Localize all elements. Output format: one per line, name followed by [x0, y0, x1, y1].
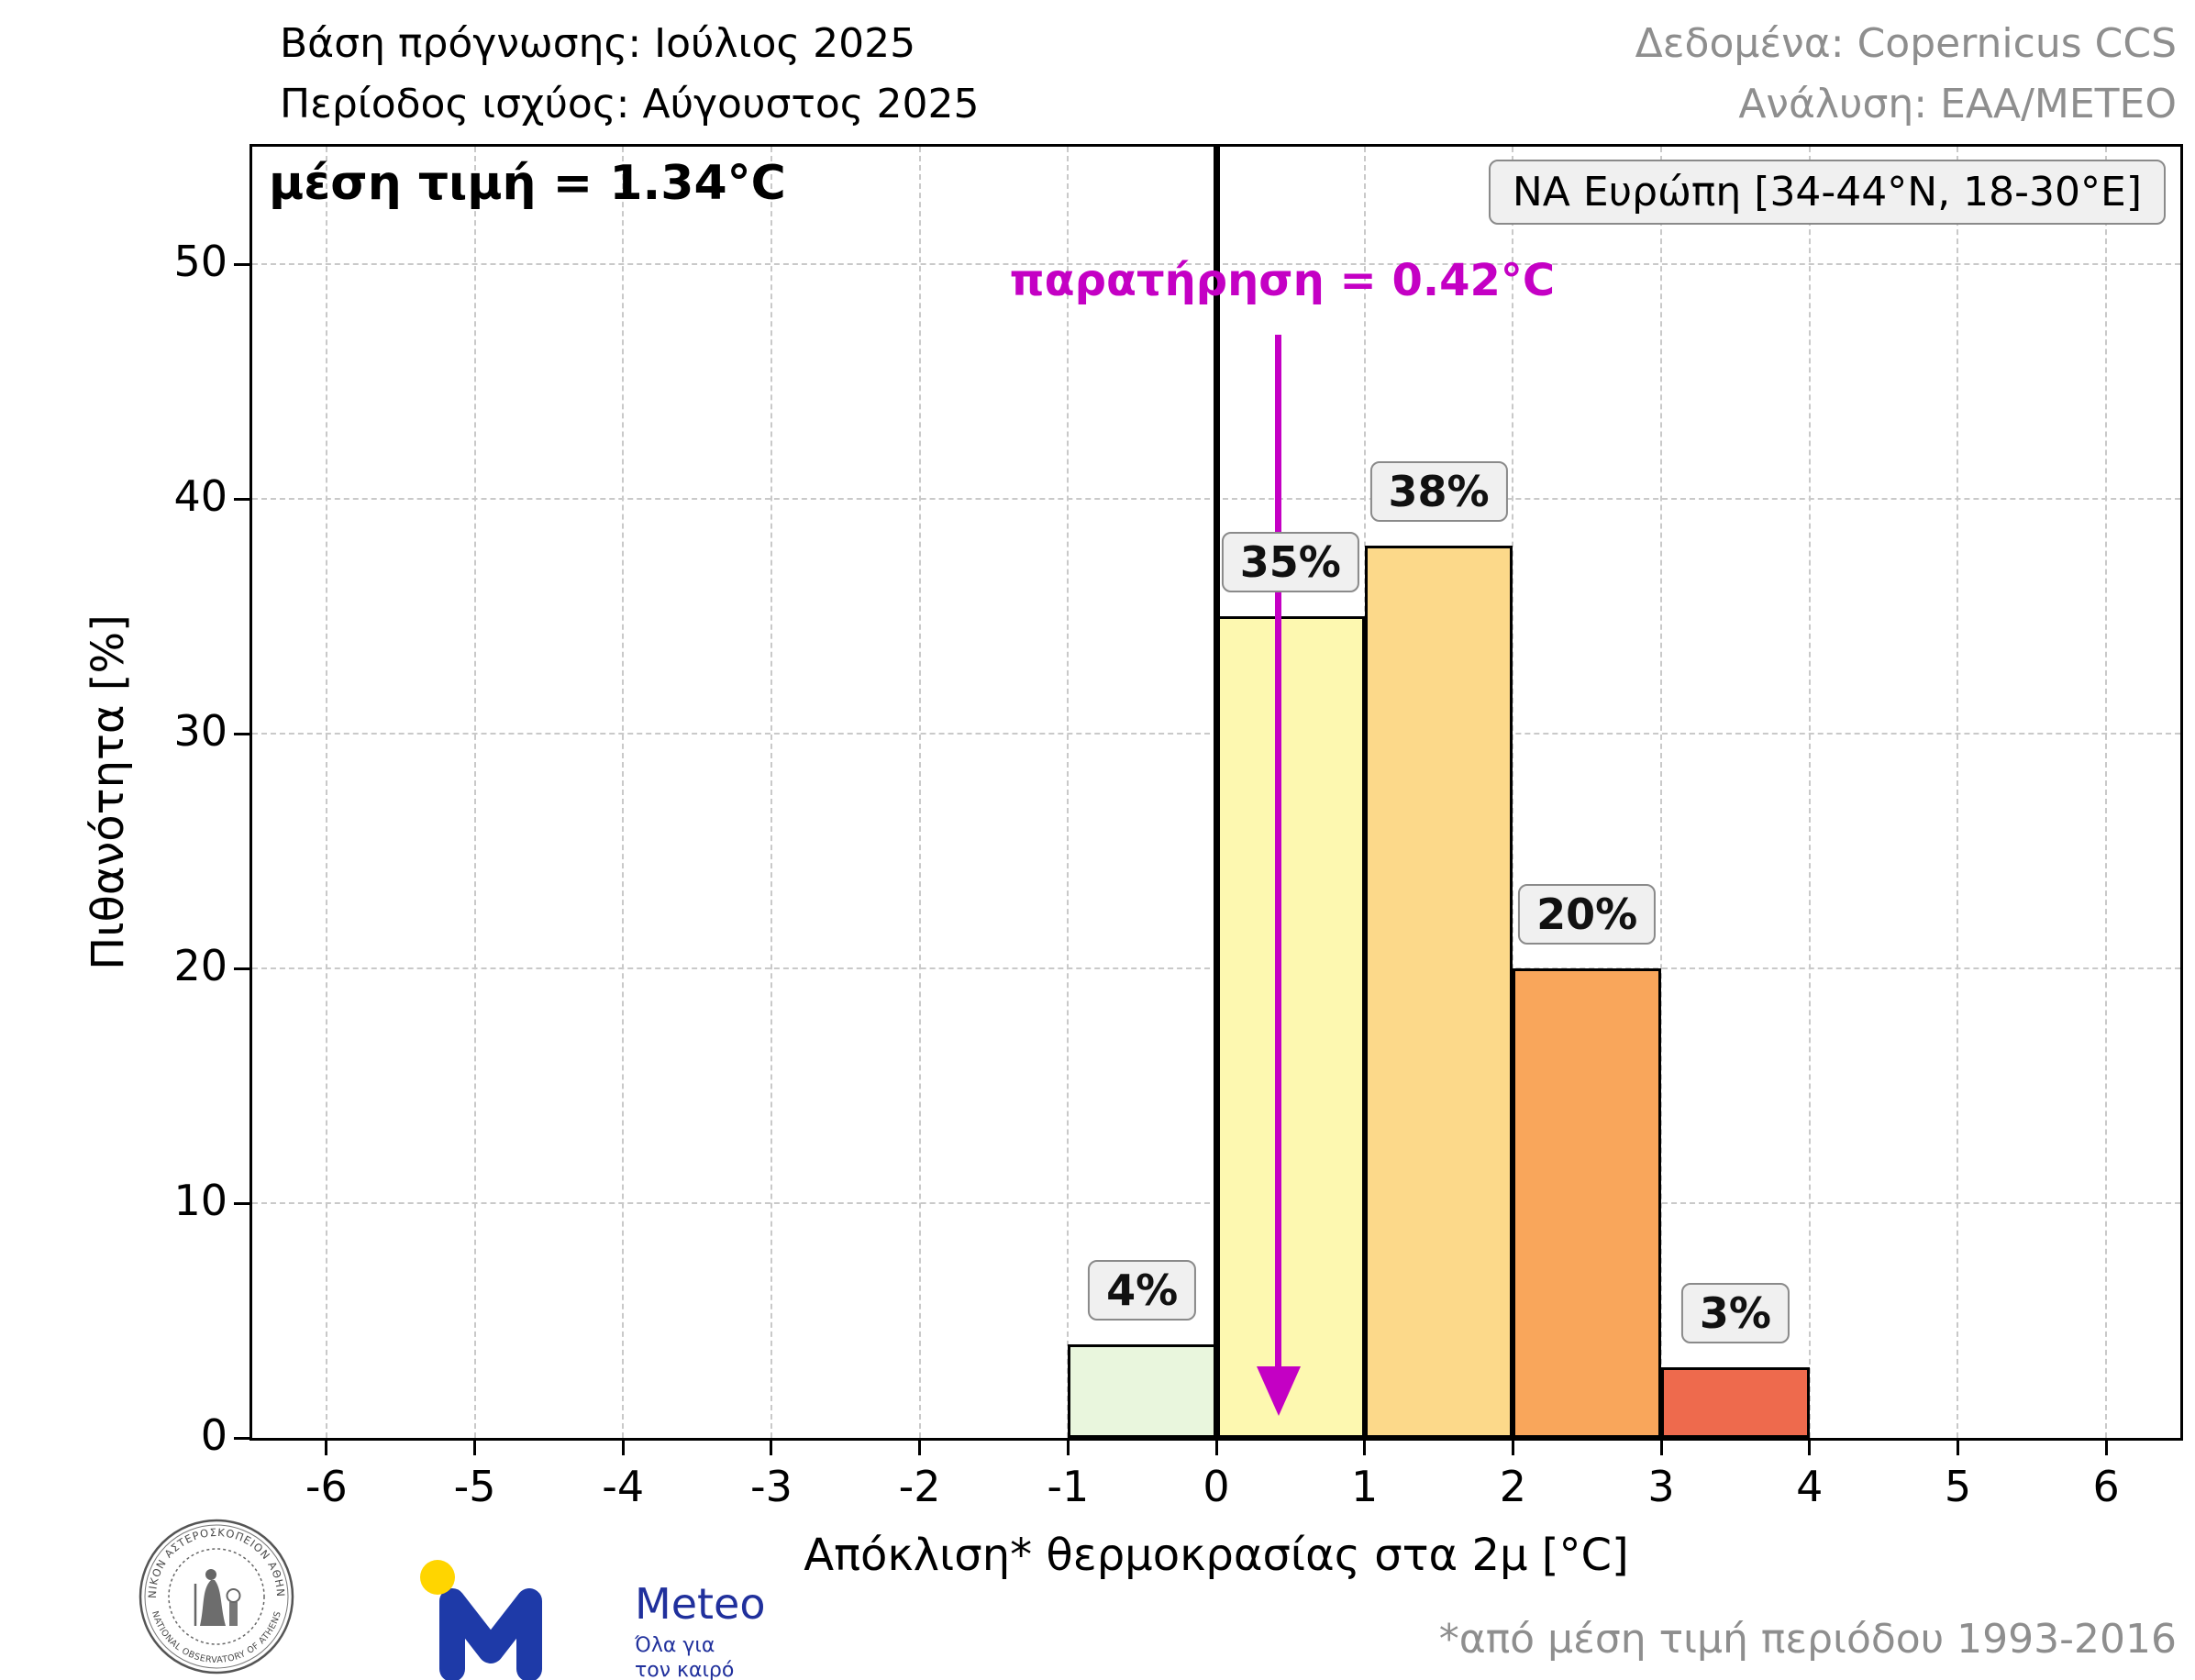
bar-value-label: 3%	[1680, 1283, 1790, 1344]
y-tick-label: 0	[200, 1410, 227, 1460]
observation-label: παρατήρηση = 0.42°C	[1009, 255, 1556, 306]
x-tick-label: 3	[1647, 1462, 1675, 1511]
x-tick-label: 2	[1499, 1462, 1527, 1511]
histogram-bar	[1068, 1343, 1216, 1438]
bar-value-label: 35%	[1221, 532, 1359, 592]
forecast-base-text: Βάση πρόγνωσης: Ιούλιος 2025	[280, 20, 916, 67]
x-tick-label: -6	[305, 1462, 348, 1511]
x-tick-mark	[1066, 1441, 1070, 1455]
x-tick-label: -3	[749, 1462, 793, 1511]
observation-arrow-head	[1256, 1366, 1301, 1416]
zero-reference-line	[1213, 147, 1220, 1438]
histogram-bar	[1513, 968, 1662, 1438]
data-source-text: Δεδομένα: Copernicus CCS	[1635, 20, 2177, 67]
gridline-vertical	[1067, 147, 1070, 1438]
region-label-box: ΝΑ Ευρώπη [34-44°N, 18-30°E]	[1488, 160, 2166, 225]
x-tick-label: 1	[1351, 1462, 1379, 1511]
y-tick-mark	[234, 732, 249, 735]
x-tick-mark	[1511, 1441, 1514, 1455]
bar-value-label: 38%	[1369, 461, 1508, 523]
gridline-vertical	[622, 147, 625, 1438]
x-tick-label: -5	[453, 1462, 496, 1511]
x-tick-mark	[918, 1441, 922, 1455]
x-axis-title: Απόκλιση* θερμοκρασίας στα 2μ [°C]	[804, 1530, 1629, 1581]
observatory-seal-logo: ΕΘΝΙΚΟΝ ΑΣΤΕΡΟΣΚΟΠΕΙΟΝ ΑΘΗΝΩΝ NATIONAL O…	[138, 1518, 294, 1674]
x-tick-label: -1	[1047, 1462, 1090, 1511]
bar-value-label: 4%	[1088, 1259, 1197, 1321]
y-tick-mark	[234, 262, 249, 266]
observation-arrow	[1275, 335, 1282, 1371]
y-tick-mark	[234, 1201, 249, 1205]
histogram-bar	[1364, 546, 1513, 1438]
y-tick-mark	[234, 1436, 249, 1440]
x-tick-mark	[473, 1441, 477, 1455]
meteo-logo-name: Meteo	[635, 1579, 766, 1629]
x-tick-mark	[1808, 1441, 1812, 1455]
gridline-vertical	[325, 147, 327, 1438]
x-tick-label: 5	[1944, 1462, 1972, 1511]
x-tick-mark	[1659, 1441, 1663, 1455]
valid-period-text: Περίοδος ισχύος: Αύγουστος 2025	[280, 81, 980, 127]
y-tick-label: 30	[173, 706, 227, 756]
x-tick-mark	[621, 1441, 625, 1455]
baseline-footnote: *από μέση τιμή περιόδου 1993-2016	[1438, 1616, 2177, 1663]
meteo-m-icon	[420, 1560, 542, 1680]
x-tick-mark	[325, 1441, 328, 1455]
y-tick-mark	[234, 967, 249, 970]
seal-figure	[194, 1569, 241, 1626]
gridline-vertical	[1808, 147, 1811, 1438]
histogram-bar	[1661, 1367, 1810, 1438]
histogram-bar	[1216, 616, 1365, 1438]
y-axis-title: Πιθανότητα [%]	[83, 614, 134, 970]
plot-area: μέση τιμή = 1.34°C ΝΑ Ευρώπη [34-44°N, 1…	[249, 144, 2183, 1441]
x-tick-label: 0	[1203, 1462, 1230, 1511]
mean-value-label: μέση τιμή = 1.34°C	[269, 156, 786, 211]
y-tick-label: 40	[173, 471, 227, 521]
x-tick-mark	[1214, 1441, 1218, 1455]
y-tick-label: 20	[173, 941, 227, 990]
x-tick-label: 4	[1796, 1462, 1824, 1511]
meteo-logo: Meteo Όλα για τον καιρό	[417, 1557, 765, 1680]
y-tick-mark	[234, 497, 249, 501]
gridline-vertical	[1512, 147, 1514, 1438]
gridline-vertical	[473, 147, 476, 1438]
x-tick-mark	[770, 1441, 773, 1455]
analysis-credit-text: Ανάλυση: ΕΑΑ/ΜΕΤΕΟ	[1738, 81, 2177, 127]
gridline-vertical	[770, 147, 772, 1438]
x-tick-mark	[2104, 1441, 2108, 1455]
gridline-vertical	[1660, 147, 1663, 1438]
y-tick-label: 10	[173, 1176, 227, 1225]
bar-value-label: 20%	[1518, 884, 1657, 945]
x-tick-mark	[1363, 1441, 1367, 1455]
meteo-logo-text: Meteo Όλα για τον καιρό	[635, 1581, 765, 1680]
gridline-vertical	[1957, 147, 1959, 1438]
meteo-logo-tagline: Όλα για τον καιρό	[635, 1633, 735, 1680]
y-tick-label: 50	[173, 237, 227, 286]
x-tick-label: -2	[898, 1462, 941, 1511]
x-tick-label: 6	[2092, 1462, 2120, 1511]
x-tick-label: -4	[602, 1462, 645, 1511]
gridline-vertical	[2105, 147, 2108, 1438]
gridline-vertical	[918, 147, 921, 1438]
x-tick-mark	[1956, 1441, 1959, 1455]
